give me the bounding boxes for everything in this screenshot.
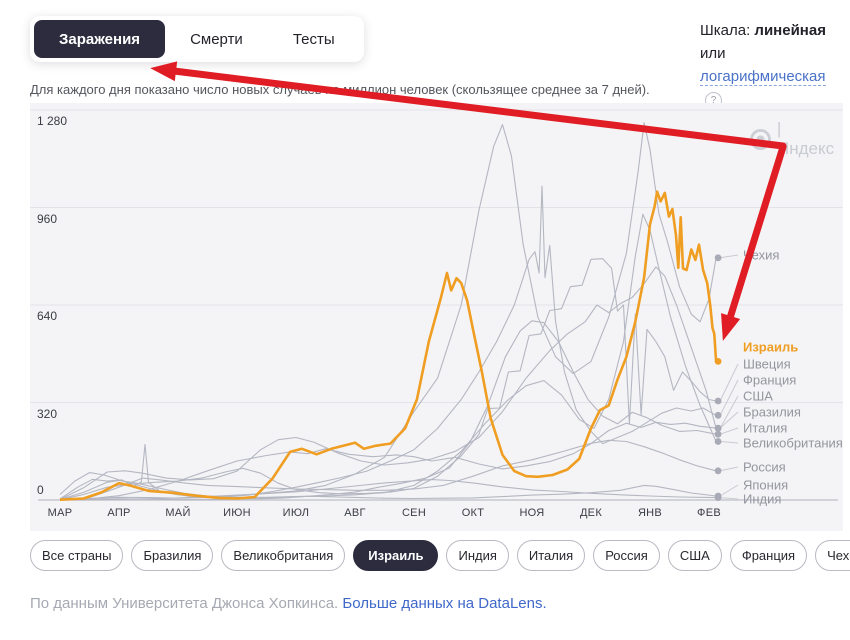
filter-czechia[interactable]: Чехия xyxy=(815,540,850,571)
x-tick-label: МАЙ xyxy=(165,507,191,519)
country-filters: Все страны Бразилия Великобритания Израи… xyxy=(30,540,850,571)
chart-subtitle: Для каждого дня показано число новых слу… xyxy=(30,82,650,97)
x-tick-label: СЕН xyxy=(401,507,427,519)
filter-italy[interactable]: Италия xyxy=(516,540,586,571)
label-uk: Великобритания xyxy=(743,436,843,451)
y-tick-label: 320 xyxy=(37,406,58,421)
filter-france[interactable]: Франция xyxy=(729,540,808,571)
line-india[interactable] xyxy=(59,479,717,501)
connector-usa xyxy=(719,395,739,429)
x-tick-label: ДЕК xyxy=(579,507,603,519)
line-italy[interactable] xyxy=(59,320,717,500)
x-tick-label: АПР xyxy=(107,507,131,519)
x-tick-label: ФЕВ xyxy=(697,507,721,519)
y-tick-label: 640 xyxy=(37,309,58,323)
x-tick-label: ОКТ xyxy=(461,507,485,519)
filter-usa[interactable]: США xyxy=(667,540,722,571)
x-tick-label: ЯНВ xyxy=(637,507,663,519)
label-france: Франция xyxy=(743,373,796,388)
line-japan[interactable] xyxy=(59,484,717,501)
connector-japan xyxy=(719,484,739,497)
scale-line-1: Шкала: линейная или xyxy=(700,19,850,65)
scale-prefix: Шкала: xyxy=(700,22,751,39)
line-israel[interactable] xyxy=(59,190,718,501)
scale-conjunction: или xyxy=(700,45,726,62)
datalens-link[interactable]: Больше данных на DataLens. xyxy=(342,595,547,612)
line-uk[interactable] xyxy=(59,213,717,500)
label-sweden: Швеция xyxy=(743,357,791,372)
x-tick-label: АВГ xyxy=(344,507,366,519)
x-tick-label: ИЮЛ xyxy=(282,507,310,519)
connector-sweden xyxy=(719,363,739,402)
label-israel: Израиль xyxy=(743,340,798,355)
chart-panel: | Яндекс Чехия Великобритания США Швеция Фра… xyxy=(30,103,843,531)
label-italy: Италия xyxy=(743,421,787,436)
connector-czechia xyxy=(720,254,739,259)
x-tick-label: ИЮН xyxy=(223,507,251,519)
filter-uk[interactable]: Великобритания xyxy=(221,540,346,571)
connector-italy xyxy=(719,427,739,435)
y-tick-label: 960 xyxy=(37,211,58,226)
dot-sweden[interactable] xyxy=(714,397,722,405)
label-brazil: Бразилия xyxy=(743,405,801,420)
tab-tests[interactable]: Тесты xyxy=(268,20,360,58)
line-usa[interactable] xyxy=(59,266,717,500)
connector-france xyxy=(719,379,739,416)
dot-russia[interactable] xyxy=(714,467,722,475)
label-czechia: Чехия xyxy=(743,248,779,263)
connector-uk xyxy=(720,441,739,444)
filter-india[interactable]: Индия xyxy=(446,540,509,571)
filter-brazil[interactable]: Бразилия xyxy=(131,540,214,571)
y-tick-label: 1 280 xyxy=(37,114,68,128)
connector-russia xyxy=(719,466,739,472)
scale-control: Шкала: линейная или логарифмическая ? xyxy=(700,19,850,111)
filter-russia[interactable]: Россия xyxy=(593,540,660,571)
line-sweden[interactable] xyxy=(59,258,717,501)
x-tick-label: МАР xyxy=(47,507,73,519)
y-tick-label: 0 xyxy=(37,483,44,497)
label-india: Индия xyxy=(743,492,781,507)
dot-italy[interactable] xyxy=(714,430,722,438)
metric-tabs: Заражения Смерти Тесты xyxy=(30,16,364,62)
dot-israel[interactable] xyxy=(714,358,722,365)
dot-france[interactable] xyxy=(714,411,722,419)
filter-israel[interactable]: Израиль xyxy=(353,540,439,571)
line-russia[interactable] xyxy=(59,439,717,501)
connector-brazil xyxy=(719,411,739,429)
label-russia: Россия xyxy=(743,460,786,475)
dot-czechia[interactable] xyxy=(714,254,722,262)
line-brazil[interactable] xyxy=(59,421,717,501)
label-usa: США xyxy=(743,389,773,404)
filter-all-countries[interactable]: Все страны xyxy=(30,540,124,571)
connector-india xyxy=(720,497,739,500)
dot-brazil[interactable] xyxy=(714,424,722,432)
x-tick-label: НОЯ xyxy=(519,507,545,519)
dot-japan[interactable] xyxy=(714,492,722,500)
attribution: По данным Университета Джонса Хопкинса. … xyxy=(30,595,547,612)
scale-logarithmic-link[interactable]: логарифмическая xyxy=(700,68,826,86)
source-text: По данным Университета Джонса Хопкинса. xyxy=(30,595,339,612)
dot-uk[interactable] xyxy=(714,438,722,445)
label-japan: Япония xyxy=(743,478,788,493)
tab-infections[interactable]: Заражения xyxy=(34,20,166,58)
tab-deaths[interactable]: Смерти xyxy=(165,20,268,58)
line-france[interactable] xyxy=(59,185,717,500)
scale-current-value: линейная xyxy=(754,22,826,39)
